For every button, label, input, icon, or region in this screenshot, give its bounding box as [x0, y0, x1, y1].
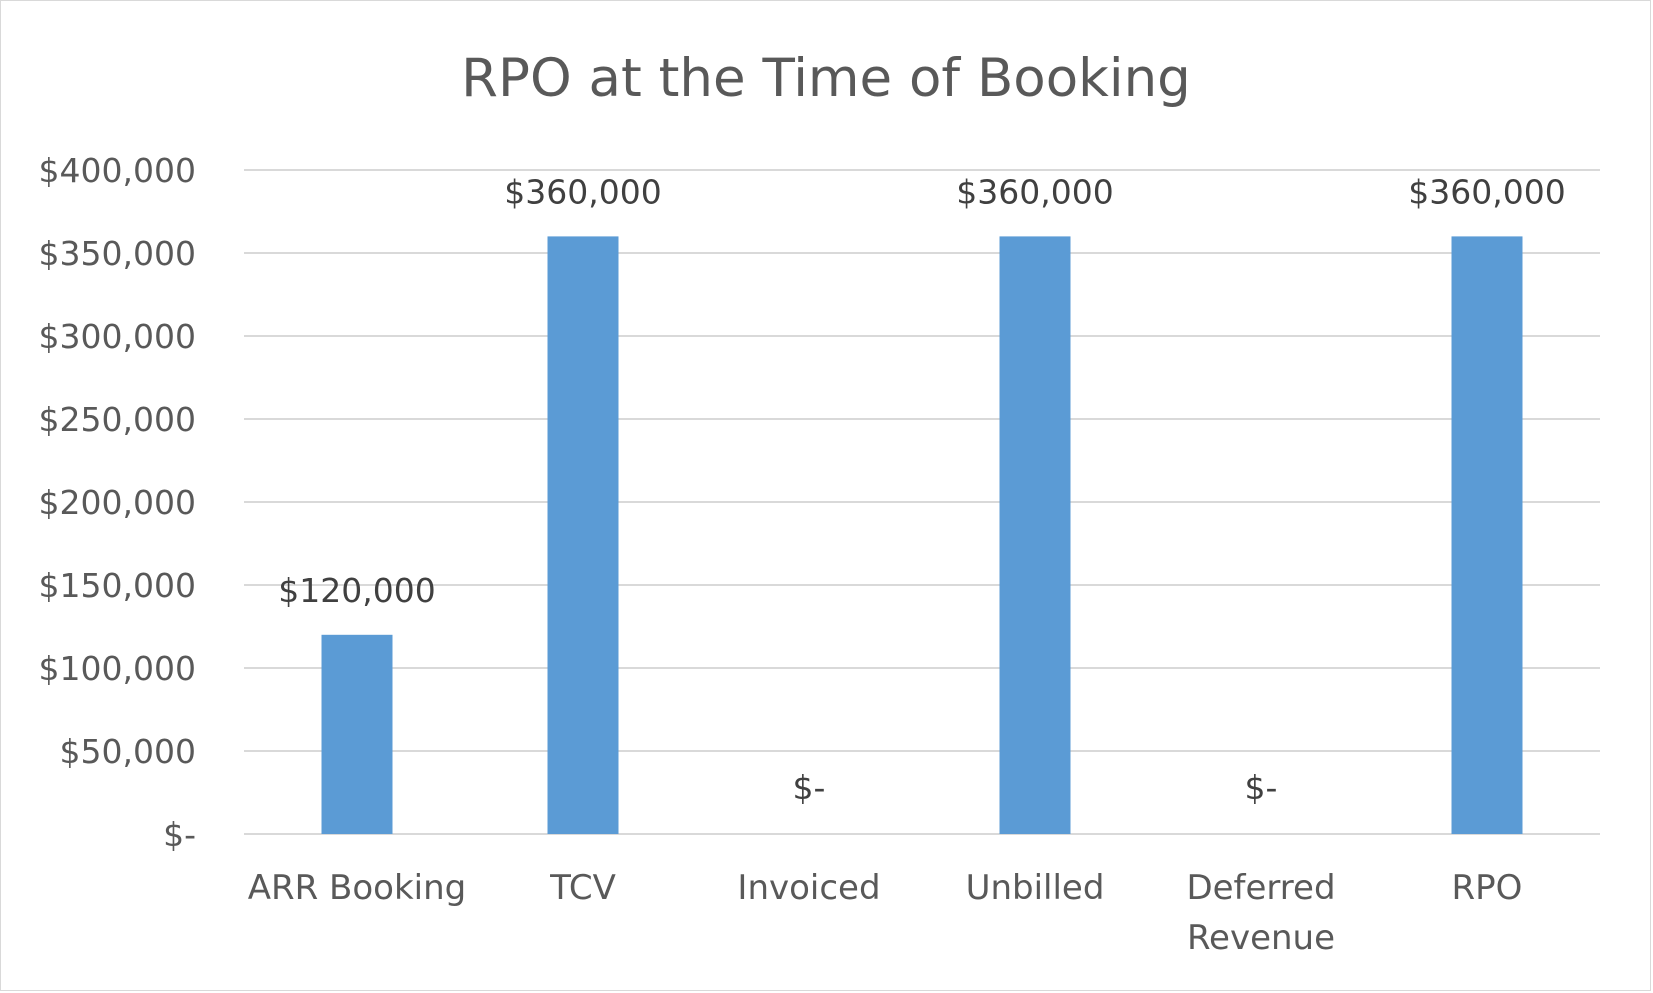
y-tick-label: $50,000: [60, 732, 196, 771]
bar: [321, 634, 393, 834]
y-tick-label: $250,000: [39, 400, 196, 439]
data-label: $360,000: [956, 172, 1113, 211]
x-axis-category-labels: ARR Booking TCV Invoiced Unbilled Deferred Re…: [248, 868, 1523, 958]
bar: [547, 236, 619, 834]
bars: [321, 236, 1523, 834]
chart-title: RPO at the Time of Booking: [461, 48, 1191, 109]
x-category-label: Invoiced: [737, 868, 880, 908]
y-tick-label: $300,000: [39, 317, 196, 356]
data-label: $360,000: [504, 172, 661, 211]
y-axis-tick-labels: $- $50,000 $100,000 $150,000 $200,000 $250,00…: [39, 151, 196, 854]
y-tick-label: $400,000: [39, 151, 196, 190]
x-category-label: RPO: [1452, 868, 1523, 908]
y-tick-label: $100,000: [39, 649, 196, 688]
x-category-label: Unbilled: [966, 868, 1105, 908]
data-label: $120,000: [278, 571, 435, 610]
data-labels: $120,000 $360,000 $- $360,000 $- $360,000: [278, 172, 1565, 807]
y-tick-label: $350,000: [39, 234, 196, 273]
data-label: $360,000: [1408, 172, 1565, 211]
data-label: $-: [793, 768, 826, 807]
x-category-label: Deferred: [1186, 868, 1335, 908]
gridlines: [244, 169, 1600, 835]
bar: [1451, 236, 1523, 834]
x-category-label: TCV: [549, 868, 616, 908]
bar: [999, 236, 1071, 834]
y-tick-label: $-: [163, 815, 196, 854]
x-category-label: ARR Booking: [248, 868, 467, 908]
x-category-label: Revenue: [1187, 918, 1335, 958]
data-label: $-: [1245, 768, 1278, 807]
y-tick-label: $200,000: [39, 483, 196, 522]
y-tick-label: $150,000: [39, 566, 196, 605]
